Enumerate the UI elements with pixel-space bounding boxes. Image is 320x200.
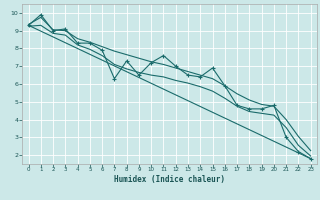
X-axis label: Humidex (Indice chaleur): Humidex (Indice chaleur) xyxy=(114,175,225,184)
